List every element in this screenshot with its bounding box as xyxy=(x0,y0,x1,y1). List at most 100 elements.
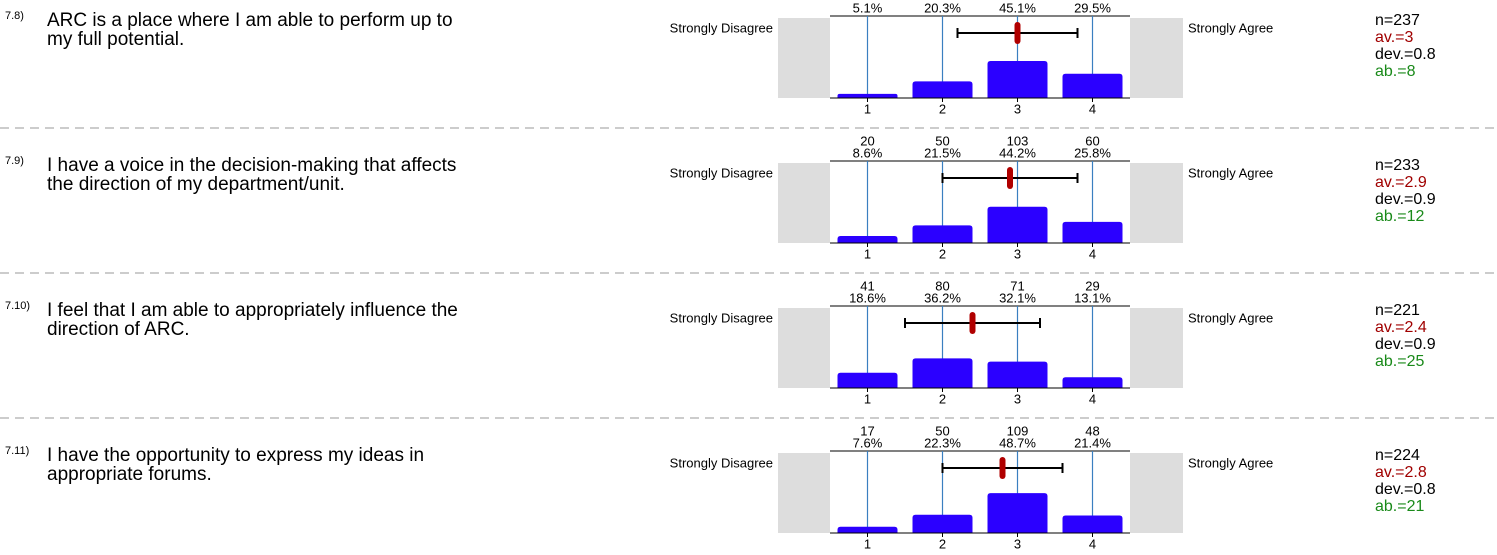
bar xyxy=(1062,515,1123,533)
count-label: 17 xyxy=(860,423,874,438)
value-label: 45.1% xyxy=(999,0,1036,15)
count-label: 71 xyxy=(1010,278,1024,293)
right-label: Strongly Agree xyxy=(1188,310,1273,325)
value-label: 5.1% xyxy=(853,0,883,15)
bar xyxy=(987,61,1048,98)
question-text: I have the opportunity to express my ide… xyxy=(47,445,424,466)
right-label: Strongly Agree xyxy=(1188,165,1273,180)
margin-box xyxy=(1130,163,1183,243)
value-label: 13.1% xyxy=(1074,290,1111,305)
stat-mean: av.=2.8 xyxy=(1375,464,1427,481)
question-text: I have a voice in the decision-making th… xyxy=(47,155,456,176)
bar xyxy=(1062,377,1123,388)
bar xyxy=(912,358,973,388)
value-label: 7.6% xyxy=(853,435,883,450)
stat-abstentions: ab.=21 xyxy=(1375,498,1424,515)
bar xyxy=(987,206,1048,243)
right-label: Strongly Agree xyxy=(1188,20,1273,35)
question-text: appropriate forums. xyxy=(47,464,212,485)
x-tick-label: 4 xyxy=(1089,101,1096,116)
left-label: Strongly Disagree xyxy=(670,455,773,470)
stat-n: n=233 xyxy=(1375,157,1420,174)
count-label: 109 xyxy=(1007,423,1029,438)
left-label: Strongly Disagree xyxy=(670,310,773,325)
value-label: 18.6% xyxy=(849,290,886,305)
value-label: 21.5% xyxy=(924,145,961,160)
margin-box xyxy=(778,308,830,388)
x-tick-label: 4 xyxy=(1089,536,1096,551)
stat-abstentions: ab.=25 xyxy=(1375,353,1424,370)
count-label: 50 xyxy=(935,133,949,148)
bar xyxy=(837,372,898,388)
value-label: 25.8% xyxy=(1074,145,1111,160)
x-tick-label: 4 xyxy=(1089,246,1096,261)
x-tick-label: 3 xyxy=(1014,536,1021,551)
count-label: 80 xyxy=(935,278,949,293)
bar xyxy=(837,93,898,98)
mean-marker xyxy=(969,312,976,334)
x-tick-label: 2 xyxy=(939,391,946,406)
bar xyxy=(987,361,1048,388)
bar xyxy=(912,514,973,533)
margin-box xyxy=(1130,18,1183,98)
question-number: 7.11) xyxy=(5,445,29,457)
question-text: I feel that I am able to appropriately i… xyxy=(47,300,458,321)
bar xyxy=(1062,73,1123,98)
x-tick-label: 3 xyxy=(1014,391,1021,406)
question-text: the direction of my department/unit. xyxy=(47,174,345,195)
x-tick-label: 2 xyxy=(939,246,946,261)
x-tick-label: 1 xyxy=(864,536,871,551)
question-number: 7.10) xyxy=(5,300,30,312)
stat-n: n=224 xyxy=(1375,447,1420,464)
count-label: 50 xyxy=(935,423,949,438)
stat-abstentions: ab.=12 xyxy=(1375,208,1424,225)
value-label: 36.2% xyxy=(924,290,961,305)
x-tick-label: 2 xyxy=(939,101,946,116)
value-label: 22.3% xyxy=(924,435,961,450)
margin-box xyxy=(778,18,830,98)
x-tick-label: 4 xyxy=(1089,391,1096,406)
count-label: 29 xyxy=(1085,278,1099,293)
x-tick-label: 1 xyxy=(864,391,871,406)
count-label: 60 xyxy=(1085,133,1099,148)
stat-dev: dev.=0.8 xyxy=(1375,481,1436,498)
margin-box xyxy=(778,453,830,533)
mean-marker xyxy=(1014,22,1021,44)
stat-n: n=237 xyxy=(1375,12,1420,29)
value-label: 29.5% xyxy=(1074,0,1111,15)
bar xyxy=(987,493,1048,533)
x-tick-label: 2 xyxy=(939,536,946,551)
stat-abstentions: ab.=8 xyxy=(1375,63,1416,80)
value-label: 20.3% xyxy=(924,0,961,15)
stat-dev: dev.=0.9 xyxy=(1375,336,1436,353)
bar xyxy=(912,225,973,243)
count-label: 48 xyxy=(1085,423,1099,438)
x-tick-label: 1 xyxy=(864,101,871,116)
stat-mean: av.=2.9 xyxy=(1375,174,1427,191)
margin-box xyxy=(778,163,830,243)
stat-mean: av.=2.4 xyxy=(1375,319,1427,336)
bar xyxy=(837,235,898,243)
value-label: 8.6% xyxy=(853,145,883,160)
x-tick-label: 1 xyxy=(864,246,871,261)
left-label: Strongly Disagree xyxy=(670,165,773,180)
question-text: direction of ARC. xyxy=(47,319,190,340)
question-number: 7.8) xyxy=(5,10,24,22)
stat-dev: dev.=0.8 xyxy=(1375,46,1436,63)
bar xyxy=(912,81,973,98)
right-label: Strongly Agree xyxy=(1188,455,1273,470)
stat-n: n=221 xyxy=(1375,302,1420,319)
mean-marker xyxy=(999,457,1006,479)
value-label: 32.1% xyxy=(999,290,1036,305)
left-label: Strongly Disagree xyxy=(670,20,773,35)
question-text: my full potential. xyxy=(47,29,184,50)
value-label: 48.7% xyxy=(999,435,1036,450)
value-label: 21.4% xyxy=(1074,435,1111,450)
value-label: 44.2% xyxy=(999,145,1036,160)
stat-mean: av.=3 xyxy=(1375,29,1414,46)
bar xyxy=(837,526,898,533)
margin-box xyxy=(1130,453,1183,533)
bar xyxy=(1062,221,1123,243)
